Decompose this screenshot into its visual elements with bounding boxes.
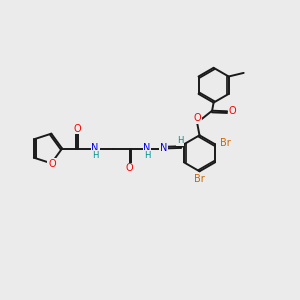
Text: O: O	[126, 163, 134, 173]
Text: N: N	[143, 143, 151, 153]
Text: H: H	[177, 136, 184, 145]
Text: O: O	[193, 113, 201, 123]
Text: O: O	[229, 106, 236, 116]
Text: Br: Br	[220, 138, 231, 148]
Text: H: H	[144, 151, 150, 160]
Text: H: H	[92, 151, 98, 160]
Text: N: N	[92, 143, 99, 153]
Text: Br: Br	[194, 174, 205, 184]
Text: O: O	[48, 159, 56, 169]
Text: O: O	[74, 124, 82, 134]
Text: N: N	[160, 143, 167, 153]
